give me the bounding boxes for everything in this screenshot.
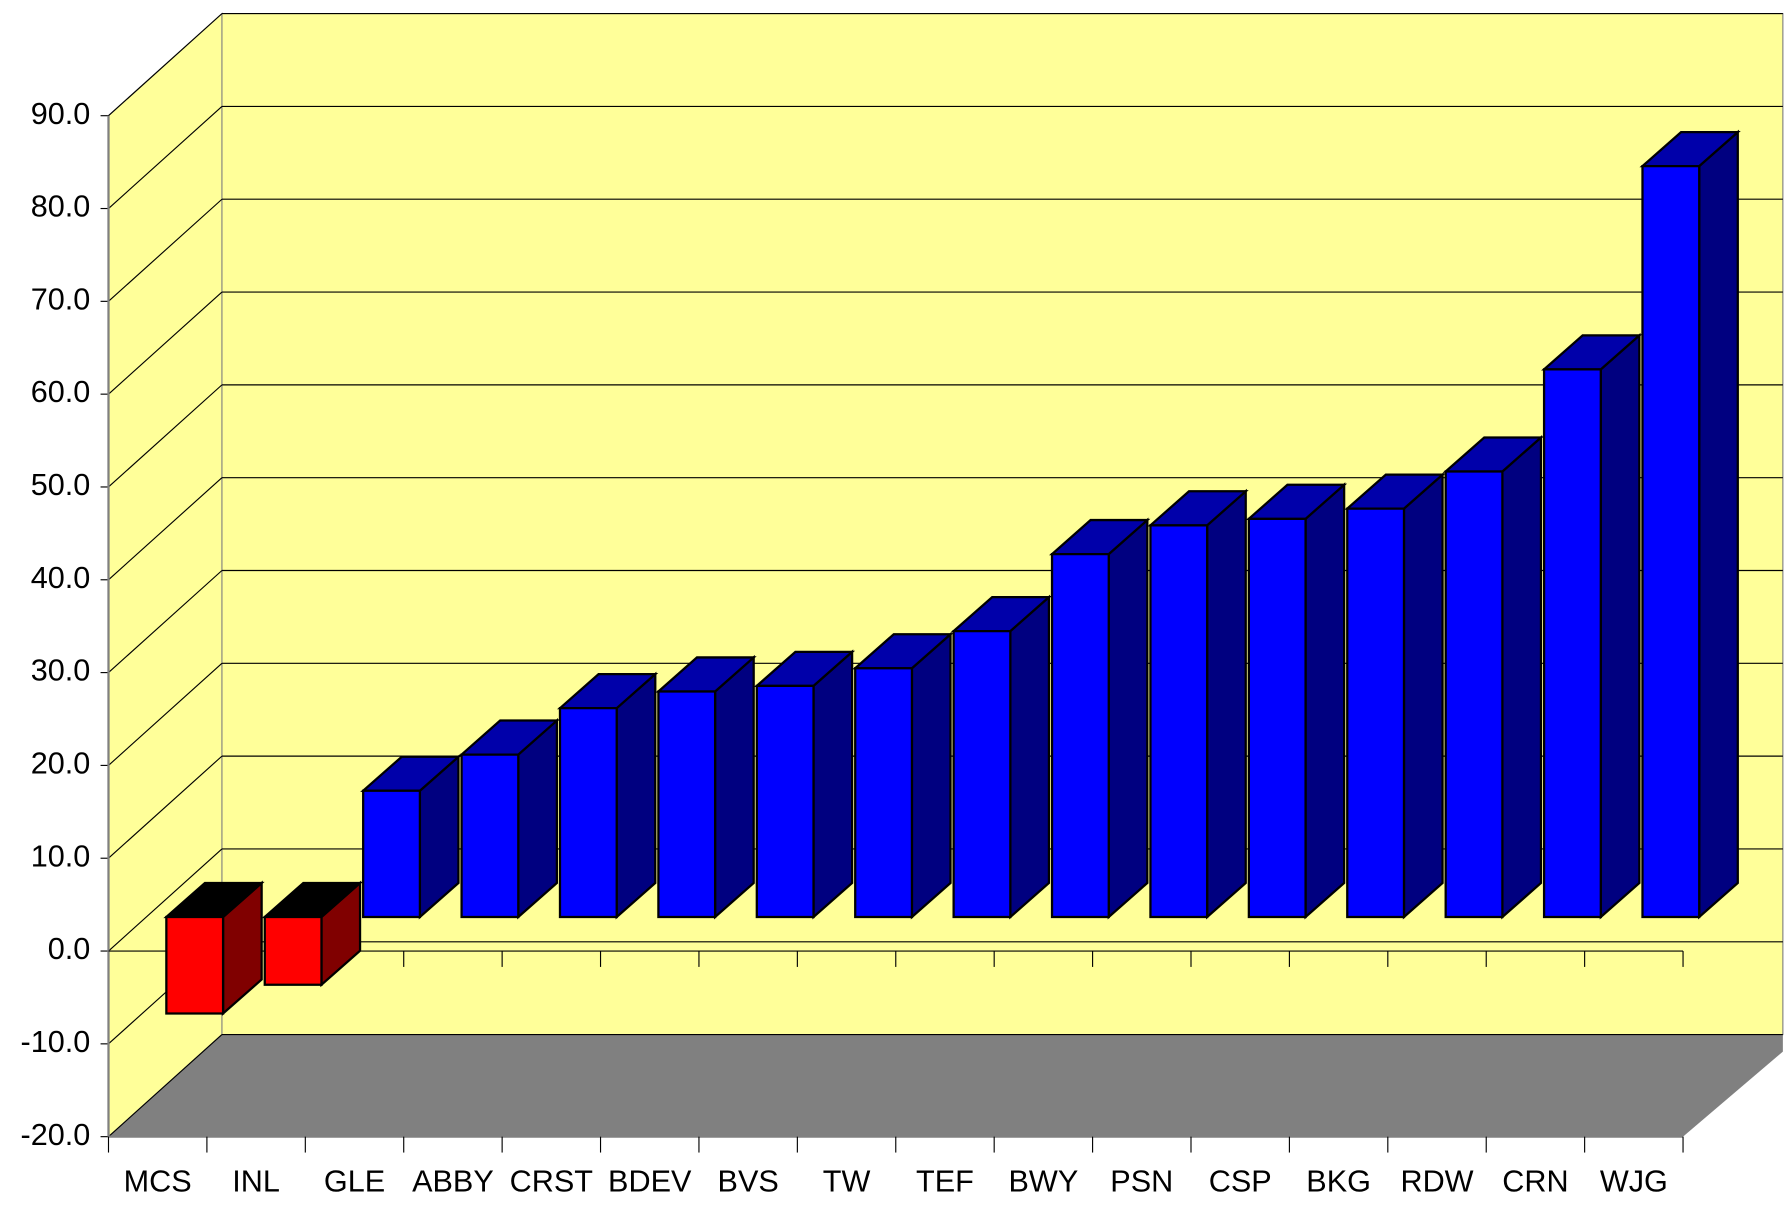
bar-face — [263, 915, 323, 986]
x-tick-label: BWY — [1009, 1164, 1079, 1198]
bar — [556, 671, 659, 920]
grid-line — [108, 106, 223, 209]
x-tick-label: TW — [823, 1164, 871, 1198]
y-tick-label: 60.0 — [31, 375, 91, 409]
bar — [1344, 472, 1446, 920]
bar-face — [1247, 517, 1307, 919]
x-tick-label: INL — [232, 1164, 280, 1198]
bar-side — [1698, 129, 1739, 920]
grid-line — [108, 662, 223, 766]
bar — [950, 594, 1052, 920]
y-tick-label: -20.0 — [21, 1118, 91, 1152]
y-tick-label: 10.0 — [31, 839, 91, 873]
x-tick-label: CRST — [510, 1164, 593, 1198]
x-tick-label: PSN — [1110, 1164, 1173, 1198]
x-tick-label: ABBY — [412, 1164, 494, 1198]
bar-face — [1444, 470, 1504, 919]
grid-line — [108, 13, 223, 117]
bar — [458, 718, 560, 920]
x-tick-label: RDW — [1400, 1164, 1473, 1198]
bar — [1541, 332, 1643, 920]
bar — [655, 654, 757, 920]
bar-side — [1304, 482, 1346, 920]
bar — [360, 754, 462, 920]
y-tick-label: 20.0 — [31, 747, 91, 781]
bar-side — [1009, 594, 1051, 920]
x-tick-label: BDEV — [608, 1164, 692, 1198]
y-tick-label: 70.0 — [31, 282, 91, 316]
bar-side — [910, 631, 952, 920]
grid-line — [108, 291, 223, 395]
bar-side — [1206, 488, 1247, 920]
x-tick-label: GLE — [324, 1164, 385, 1198]
grid-line — [108, 477, 223, 581]
bar — [261, 880, 364, 988]
grid-line — [108, 848, 223, 952]
y-tick-label: 90.0 — [31, 97, 91, 131]
y-tick-label: 0.0 — [48, 932, 91, 966]
grid-line — [108, 755, 223, 859]
bar-face — [1641, 165, 1701, 919]
bar — [1245, 482, 1348, 920]
bar-side — [1501, 434, 1543, 920]
bar-face — [558, 707, 618, 919]
bar-side — [713, 654, 755, 920]
y-tick-label: 80.0 — [31, 190, 91, 224]
bar — [1639, 129, 1741, 920]
x-tick-label: CSP — [1209, 1164, 1272, 1198]
x-tick-label: BVS — [718, 1164, 779, 1198]
x-tick-label: WJG — [1600, 1164, 1668, 1198]
y-tick-label: 40.0 — [31, 561, 91, 595]
bar-side — [1402, 472, 1444, 920]
bar — [1049, 517, 1151, 920]
bar-face — [460, 753, 520, 919]
grid-line — [108, 1034, 223, 1138]
bar-face — [1542, 368, 1602, 919]
bar-face — [854, 667, 914, 919]
grid-line — [108, 570, 223, 674]
bar-side — [812, 649, 854, 920]
bar — [753, 649, 856, 920]
x-tick-label: CRN — [1502, 1164, 1568, 1198]
bar-face — [1149, 524, 1209, 919]
y-tick-label: -10.0 — [21, 1025, 91, 1059]
x-tick-label: BKG — [1306, 1164, 1371, 1198]
bar — [852, 631, 954, 920]
bar-side — [1599, 332, 1641, 920]
bar-side — [1107, 517, 1149, 920]
bar — [163, 880, 265, 1017]
x-tick-label: MCS — [124, 1164, 192, 1198]
bar-face — [952, 630, 1012, 919]
bar-face — [755, 684, 815, 919]
bar-face — [165, 915, 225, 1015]
grid-line — [108, 384, 223, 488]
bar-side — [615, 671, 657, 920]
x-tick-label: TEF — [916, 1164, 974, 1198]
y-tick-label: 50.0 — [31, 468, 91, 502]
bar — [1442, 434, 1544, 920]
bar-face — [362, 789, 422, 919]
y-tick-label: 30.0 — [31, 654, 91, 688]
bar-face — [657, 690, 717, 919]
bar — [1147, 488, 1249, 920]
grid-line — [108, 198, 223, 302]
bar-face — [1050, 552, 1110, 919]
floor — [108, 1034, 1783, 1137]
bar-face — [1346, 507, 1406, 919]
